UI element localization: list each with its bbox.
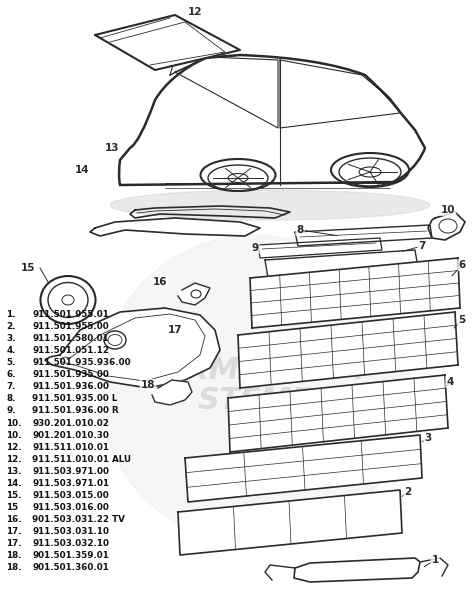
Text: 911.501.580.01: 911.501.580.01 [32, 334, 109, 343]
Text: 17: 17 [168, 325, 182, 335]
Text: 13: 13 [105, 143, 119, 153]
Text: 5.: 5. [6, 358, 16, 367]
Text: 930.201.010.02: 930.201.010.02 [32, 418, 109, 428]
Text: 14.: 14. [6, 479, 22, 488]
Text: 2.: 2. [6, 322, 16, 331]
Text: 911.501.935.00: 911.501.935.00 [32, 370, 109, 379]
Text: 911.501.955.00: 911.501.955.00 [32, 322, 109, 331]
Text: STEME: STEME [198, 386, 312, 415]
Text: 911.501.936.00 R: 911.501.936.00 R [32, 407, 119, 415]
Text: KARMANN-SY: KARMANN-SY [139, 355, 371, 384]
Text: 5: 5 [458, 315, 465, 325]
Text: 911.503.015.00: 911.503.015.00 [32, 491, 109, 500]
Text: 15: 15 [6, 503, 18, 512]
Polygon shape [45, 308, 220, 388]
Text: 911.501.935.00 L: 911.501.935.00 L [32, 394, 118, 403]
Polygon shape [295, 225, 432, 246]
Text: 4.: 4. [6, 346, 16, 355]
Ellipse shape [359, 167, 381, 177]
Text: 911.501.955.01: 911.501.955.01 [32, 310, 109, 319]
Text: 911.503.971.00: 911.503.971.00 [32, 467, 109, 476]
Text: 7.: 7. [6, 383, 16, 391]
Circle shape [100, 235, 410, 545]
Text: 6.: 6. [6, 370, 16, 379]
Text: 911.503.032.10: 911.503.032.10 [32, 539, 109, 548]
Polygon shape [294, 558, 420, 582]
Text: 9.: 9. [6, 407, 16, 415]
Polygon shape [265, 250, 418, 278]
Polygon shape [152, 380, 192, 405]
Text: 8.: 8. [6, 394, 16, 403]
Text: 911.511.010.01 ALU: 911.511.010.01 ALU [32, 455, 131, 464]
Text: 911.511.010.01: 911.511.010.01 [32, 443, 109, 452]
Text: 1.: 1. [6, 310, 16, 319]
Polygon shape [95, 15, 240, 70]
PathPatch shape [119, 55, 425, 185]
Text: 8: 8 [296, 225, 304, 235]
Text: 10.: 10. [6, 418, 22, 428]
Text: 7: 7 [419, 241, 426, 251]
Text: 14: 14 [75, 165, 89, 175]
Text: 911.503.031.10: 911.503.031.10 [32, 527, 109, 536]
Text: 10.: 10. [6, 431, 22, 440]
Text: 911.503.971.01: 911.503.971.01 [32, 479, 109, 488]
Text: 911.503.016.00: 911.503.016.00 [32, 503, 109, 512]
Text: 13.: 13. [6, 467, 22, 476]
Text: 15.: 15. [6, 491, 22, 500]
Polygon shape [178, 283, 210, 305]
Text: 12.: 12. [6, 443, 22, 452]
Text: 6: 6 [458, 260, 465, 270]
Text: 16: 16 [153, 277, 167, 287]
Text: 3: 3 [424, 433, 432, 443]
Ellipse shape [110, 190, 430, 220]
Text: 15: 15 [21, 263, 35, 273]
Text: 12: 12 [188, 7, 202, 17]
Text: 901.503.031.22 TV: 901.503.031.22 TV [32, 515, 125, 524]
Polygon shape [428, 212, 465, 240]
Text: 17.: 17. [6, 539, 22, 548]
Text: 18.: 18. [6, 551, 22, 561]
Text: 9: 9 [251, 243, 258, 253]
Text: 3.: 3. [6, 334, 16, 343]
Text: 911.501.936.00: 911.501.936.00 [32, 383, 109, 391]
Text: 12.: 12. [6, 455, 22, 464]
Text: 18.: 18. [6, 564, 22, 572]
Text: 18: 18 [141, 380, 155, 390]
Text: 2: 2 [404, 487, 411, 497]
Text: 911.501.935.936.00: 911.501.935.936.00 [32, 358, 131, 367]
Text: 10: 10 [441, 205, 455, 215]
Text: 901.501.359.01: 901.501.359.01 [32, 551, 109, 561]
Ellipse shape [228, 174, 248, 182]
Text: 17.: 17. [6, 527, 22, 536]
Polygon shape [178, 490, 402, 555]
Text: 1: 1 [431, 555, 438, 565]
Text: 901.501.360.01: 901.501.360.01 [32, 564, 109, 572]
Text: 4: 4 [447, 377, 454, 387]
Polygon shape [258, 238, 382, 258]
Text: 901.201.010.30: 901.201.010.30 [32, 431, 109, 440]
Polygon shape [228, 375, 448, 452]
Polygon shape [185, 435, 422, 502]
Text: 16.: 16. [6, 515, 22, 524]
Polygon shape [250, 258, 460, 328]
Polygon shape [238, 312, 458, 388]
Text: 911.501.051.12: 911.501.051.12 [32, 346, 109, 355]
